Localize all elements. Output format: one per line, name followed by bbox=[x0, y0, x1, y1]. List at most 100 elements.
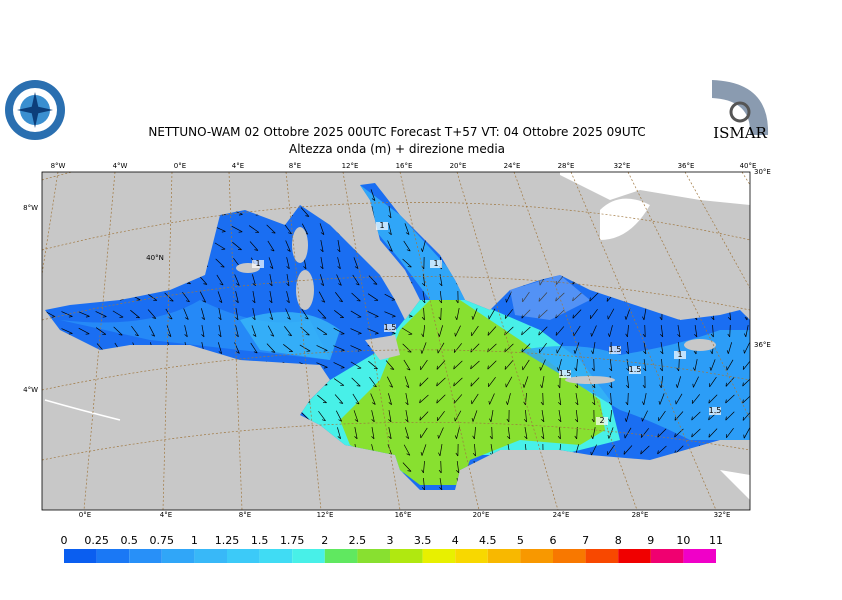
direction-arrow bbox=[694, 325, 698, 338]
direction-arrow bbox=[657, 445, 667, 455]
direction-arrow bbox=[319, 274, 325, 287]
colorbar-label: 6 bbox=[550, 534, 557, 547]
direction-arrow bbox=[708, 394, 718, 404]
direction-arrow bbox=[691, 428, 701, 438]
direction-arrow bbox=[95, 311, 107, 318]
direction-arrow bbox=[184, 325, 188, 338]
direction-arrow bbox=[507, 427, 511, 440]
colorbar-box bbox=[129, 549, 162, 563]
graticule bbox=[570, 172, 717, 510]
direction-arrow bbox=[285, 240, 291, 252]
colorbar-box bbox=[487, 549, 521, 563]
contour-label-bg bbox=[674, 351, 686, 359]
colorbar-label: 0.5 bbox=[120, 534, 138, 547]
direction-arrow bbox=[367, 311, 379, 318]
contour-label: 1.5 bbox=[384, 323, 397, 332]
direction-arrow bbox=[405, 393, 409, 406]
direction-arrow bbox=[388, 427, 392, 440]
direction-arrow bbox=[675, 376, 682, 388]
direction-arrow bbox=[660, 342, 664, 355]
direction-arrow bbox=[555, 275, 565, 285]
direction-arrow bbox=[317, 309, 327, 319]
graticule bbox=[627, 172, 750, 420]
colorbar-box bbox=[553, 549, 586, 563]
direction-arrow bbox=[453, 360, 463, 370]
direction-arrow bbox=[558, 393, 562, 406]
lat-label: 40°N bbox=[146, 254, 164, 262]
direction-arrow bbox=[710, 324, 714, 338]
lon-label: 12°E bbox=[342, 162, 359, 170]
direction-arrow bbox=[626, 376, 630, 389]
colorbar-label: 1.75 bbox=[280, 534, 305, 547]
direction-arrow bbox=[386, 376, 394, 388]
graticule bbox=[342, 172, 401, 510]
direction-arrow bbox=[320, 257, 324, 270]
direction-arrow bbox=[504, 309, 514, 319]
direction-arrow bbox=[317, 394, 327, 404]
direction-arrow bbox=[284, 326, 292, 337]
direction-arrow bbox=[556, 359, 562, 371]
contour-label: 1.5 bbox=[609, 345, 622, 354]
direction-arrow bbox=[439, 274, 443, 287]
direction-arrow bbox=[61, 328, 73, 335]
direction-arrow bbox=[557, 375, 561, 389]
colorbar-label: 1.25 bbox=[215, 534, 240, 547]
direction-arrow bbox=[401, 327, 413, 335]
direction-arrow bbox=[249, 241, 259, 251]
direction-arrow bbox=[95, 327, 107, 335]
direction-arrow bbox=[607, 325, 613, 337]
direction-arrow bbox=[675, 393, 683, 405]
direction-arrow bbox=[371, 410, 375, 423]
direction-arrow bbox=[471, 410, 478, 422]
direction-arrow bbox=[642, 375, 646, 389]
direction-arrow bbox=[472, 443, 476, 457]
colorbar-label: 8 bbox=[615, 534, 622, 547]
direction-arrow bbox=[421, 307, 425, 321]
direction-arrow bbox=[252, 291, 256, 304]
direction-arrow bbox=[234, 274, 240, 286]
colorbar-label: 7 bbox=[582, 534, 589, 547]
lat-label: 36°E bbox=[754, 341, 771, 349]
lon-label: 16°E bbox=[395, 511, 412, 519]
direction-arrow bbox=[320, 240, 324, 253]
direction-arrow bbox=[335, 410, 343, 422]
direction-arrow bbox=[471, 393, 479, 405]
direction-arrow bbox=[419, 377, 429, 387]
direction-arrow bbox=[318, 410, 326, 422]
colorbar-box bbox=[96, 549, 130, 563]
direction-arrow bbox=[319, 223, 325, 235]
direction-arrow bbox=[335, 292, 343, 303]
contour-label-bg bbox=[252, 260, 264, 268]
direction-arrow bbox=[471, 325, 479, 337]
colorbar-box bbox=[422, 549, 456, 563]
direction-arrow bbox=[506, 409, 510, 423]
direction-arrow bbox=[235, 308, 239, 321]
direction-arrow bbox=[436, 394, 446, 404]
direction-arrow bbox=[384, 293, 396, 301]
lon-label: 32°E bbox=[714, 511, 731, 519]
direction-arrow bbox=[691, 394, 701, 404]
lon-label: 24°E bbox=[553, 511, 570, 519]
direction-arrow bbox=[743, 427, 750, 439]
direction-arrow bbox=[538, 309, 548, 319]
direction-arrow bbox=[521, 326, 531, 336]
lon-label: 40°E bbox=[740, 162, 757, 170]
map bbox=[42, 172, 750, 510]
direction-arrow bbox=[592, 393, 596, 406]
direction-arrow bbox=[301, 308, 309, 320]
direction-arrow bbox=[438, 307, 442, 321]
direction-arrow bbox=[437, 427, 444, 439]
direction-arrow bbox=[708, 428, 718, 438]
direction-arrow bbox=[488, 393, 495, 405]
direction-arrow bbox=[299, 344, 311, 352]
direction-arrow bbox=[626, 359, 630, 372]
direction-arrow bbox=[218, 308, 222, 321]
direction-arrow bbox=[403, 240, 411, 252]
direction-arrow bbox=[556, 342, 564, 354]
direction-arrow bbox=[370, 393, 376, 405]
direction-arrow bbox=[147, 309, 157, 319]
direction-arrow bbox=[388, 393, 392, 406]
direction-arrow bbox=[269, 291, 273, 304]
colorbar-label: 10 bbox=[676, 534, 690, 547]
direction-arrow bbox=[455, 443, 459, 457]
